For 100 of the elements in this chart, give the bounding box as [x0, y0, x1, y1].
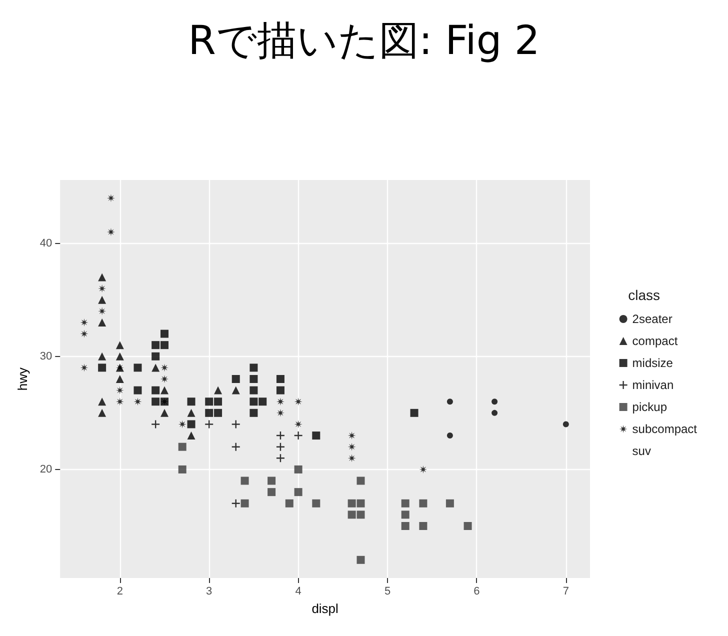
point	[160, 341, 169, 350]
point	[152, 398, 160, 406]
point	[294, 488, 302, 496]
point	[231, 498, 240, 508]
point	[356, 476, 365, 485]
point	[240, 476, 249, 485]
x-tick-label: 4	[295, 586, 302, 598]
point	[152, 341, 160, 350]
legend-label: suv	[632, 444, 651, 458]
point	[98, 352, 106, 360]
point	[160, 330, 169, 338]
legend-label: minivan	[632, 378, 674, 392]
point	[187, 432, 196, 440]
point	[116, 341, 124, 350]
point	[250, 364, 258, 372]
point	[258, 398, 267, 406]
point	[562, 421, 569, 428]
point	[492, 398, 498, 405]
point	[231, 420, 240, 429]
point	[80, 364, 88, 372]
point	[178, 442, 186, 451]
legend-label: midsize	[632, 356, 674, 370]
point	[160, 375, 169, 383]
point	[356, 556, 365, 564]
point	[80, 330, 88, 338]
point	[294, 465, 302, 474]
point	[152, 352, 160, 360]
point	[348, 442, 356, 451]
point	[294, 420, 302, 428]
point	[356, 510, 365, 519]
point	[231, 442, 240, 452]
point	[116, 352, 124, 360]
point	[232, 375, 240, 383]
point	[205, 398, 214, 406]
point	[116, 386, 124, 394]
legend-label: 2seater	[632, 312, 672, 326]
point	[178, 420, 186, 428]
legend-label: subcompact	[632, 422, 698, 436]
point	[214, 408, 222, 417]
legend-label: pickup	[632, 400, 668, 414]
point	[178, 465, 186, 474]
point	[116, 375, 124, 383]
point	[276, 430, 286, 440]
point	[250, 408, 258, 417]
y-tick-label: 20	[40, 463, 52, 476]
point	[214, 386, 222, 394]
point	[492, 410, 498, 416]
point	[250, 375, 258, 383]
point	[348, 432, 356, 440]
point	[204, 420, 214, 429]
point	[356, 499, 365, 508]
point	[187, 398, 196, 406]
point	[160, 386, 169, 394]
point	[98, 364, 106, 372]
point	[419, 499, 428, 508]
point	[276, 386, 284, 394]
point	[419, 465, 428, 474]
point	[98, 307, 106, 316]
point	[152, 386, 160, 394]
point	[214, 398, 222, 406]
point	[348, 510, 356, 519]
point	[106, 194, 115, 202]
legend-title: class	[628, 287, 660, 303]
point	[464, 522, 472, 530]
point	[250, 398, 258, 406]
point	[446, 432, 453, 439]
point	[419, 522, 428, 530]
point	[312, 432, 320, 440]
point	[401, 499, 410, 508]
x-axis-title: displ	[312, 600, 339, 616]
point	[134, 386, 142, 394]
point	[106, 228, 115, 236]
x-tick-label: 7	[562, 586, 569, 598]
point	[240, 499, 249, 508]
point	[187, 408, 196, 417]
x-tick-label: 3	[206, 586, 212, 598]
point	[276, 408, 284, 417]
point	[401, 522, 410, 530]
point	[98, 284, 106, 293]
point	[152, 364, 160, 372]
point	[446, 499, 454, 508]
point	[98, 296, 106, 304]
point	[116, 398, 124, 406]
point	[232, 386, 240, 394]
point	[187, 420, 196, 428]
x-tick-label: 6	[474, 586, 480, 598]
point	[446, 398, 453, 405]
point	[285, 499, 294, 508]
point	[150, 420, 160, 429]
point	[98, 398, 106, 406]
y-axis-title: hwy	[15, 366, 30, 391]
x-tick-label: 5	[384, 586, 391, 598]
point	[268, 476, 276, 485]
legend-label: compact	[632, 334, 678, 348]
point	[268, 488, 276, 496]
point	[134, 364, 142, 372]
point	[276, 442, 286, 452]
point	[205, 408, 214, 417]
point	[80, 318, 88, 326]
point	[348, 454, 356, 462]
